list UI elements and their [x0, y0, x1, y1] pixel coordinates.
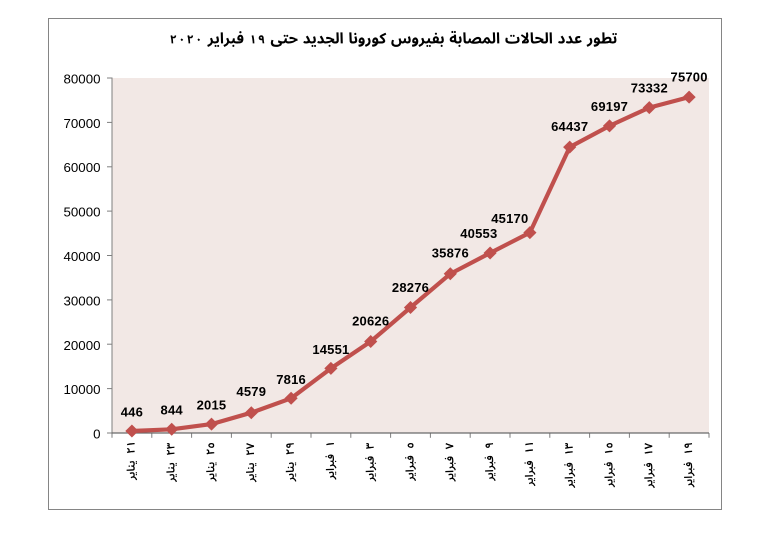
svg-text:14551: 14551	[312, 342, 349, 357]
svg-text:2015: 2015	[197, 397, 227, 412]
svg-text:69197: 69197	[591, 99, 628, 114]
svg-text:64437: 64437	[551, 119, 588, 134]
svg-text:60000: 60000	[64, 160, 101, 175]
svg-text:40000: 40000	[64, 249, 101, 264]
svg-text:844: 844	[161, 402, 184, 417]
svg-text:35876: 35876	[432, 246, 469, 261]
svg-text:7816: 7816	[276, 372, 306, 387]
svg-text:70000: 70000	[64, 116, 101, 131]
svg-text:20626: 20626	[352, 314, 389, 329]
svg-text:28276: 28276	[392, 280, 429, 295]
svg-text:0: 0	[93, 427, 100, 442]
svg-text:75700: 75700	[671, 70, 708, 85]
svg-text:45170: 45170	[491, 211, 528, 226]
svg-text:446: 446	[121, 404, 143, 419]
svg-text:80000: 80000	[64, 72, 101, 87]
svg-text:10000: 10000	[64, 382, 101, 397]
svg-text:73332: 73332	[631, 80, 668, 95]
svg-text:50000: 50000	[64, 205, 101, 220]
svg-text:30000: 30000	[64, 293, 101, 308]
svg-text:20000: 20000	[64, 338, 101, 353]
svg-text:4579: 4579	[236, 384, 266, 399]
svg-text:40553: 40553	[460, 226, 497, 241]
